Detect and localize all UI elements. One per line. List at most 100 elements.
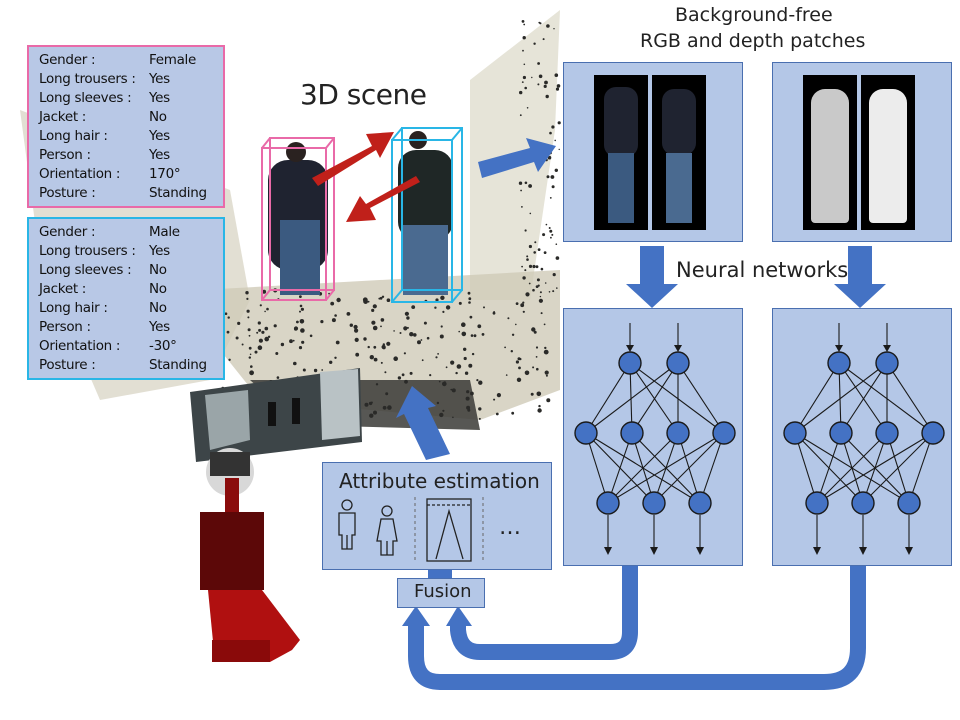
network-node	[921, 421, 945, 445]
attribute-icons	[338, 497, 484, 562]
network-node	[875, 351, 899, 375]
depth-patches-panel	[772, 62, 952, 242]
network-node	[827, 351, 851, 375]
more-attributes-ellipsis: …	[499, 515, 521, 540]
attribute-key: Gender :	[39, 52, 96, 68]
attribute-key: Posture :	[39, 357, 96, 373]
depth-network-graph	[783, 323, 945, 555]
neural-networks-label: Neural networks	[676, 258, 849, 282]
attribute-key: Person :	[39, 147, 91, 163]
attribute-estimation-title: Attribute estimation	[339, 469, 540, 493]
male-person-icon	[338, 499, 356, 550]
attribute-key: Long trousers :	[39, 243, 136, 259]
network-node	[688, 491, 712, 515]
fusion-box: Fusion	[397, 578, 485, 608]
female-person-icon	[376, 505, 398, 556]
arrow-attr-to-scene	[396, 386, 450, 460]
attribute-key: Jacket :	[39, 281, 87, 297]
trousers-icon	[426, 498, 472, 562]
scene-title: 3D scene	[300, 78, 427, 111]
attribute-row: Person : Yes	[39, 146, 219, 165]
attribute-value: Yes	[149, 243, 170, 259]
attribute-key: Jacket :	[39, 109, 87, 125]
attribute-value: -30°	[149, 338, 177, 354]
attribute-key: Long sleeves :	[39, 90, 132, 106]
depth-patch-1	[803, 75, 857, 230]
attribute-value: Yes	[149, 71, 170, 87]
return-loop-rgb	[450, 566, 638, 660]
network-node	[666, 421, 690, 445]
network-node	[712, 421, 736, 445]
attribute-row: Posture : Standing	[39, 184, 219, 203]
attribute-row: Orientation : -30°	[39, 337, 219, 356]
attribute-value: Yes	[149, 319, 170, 335]
attribute-row: Person : Yes	[39, 318, 219, 337]
rgb-network-panel	[563, 308, 743, 566]
arrow-depth-to-nn	[834, 246, 886, 308]
attribute-value: Standing	[149, 357, 207, 373]
rgb-patches-panel	[563, 62, 743, 242]
attribute-row: Orientation : 170°	[39, 165, 219, 184]
attribute-key: Orientation :	[39, 338, 121, 354]
attribute-row: Jacket : No	[39, 280, 219, 299]
network-node	[897, 491, 921, 515]
network-node	[666, 351, 690, 375]
attribute-key: Gender :	[39, 224, 96, 240]
attribute-row: Long trousers : Yes	[39, 70, 219, 89]
attribute-value: No	[149, 262, 167, 278]
attribute-key: Orientation :	[39, 166, 121, 182]
orientation-arrow-male	[346, 176, 420, 222]
arrow-rgb-to-nn	[626, 246, 678, 308]
rgb-network-graph	[574, 323, 736, 555]
network-node	[596, 491, 620, 515]
attribute-estimation-box: Attribute estimation …	[322, 462, 552, 570]
attribute-value: Yes	[149, 147, 170, 163]
person-female-figure	[268, 142, 328, 295]
network-node	[642, 491, 666, 515]
attribute-value: Female	[149, 52, 197, 68]
attribute-row: Long hair : No	[39, 299, 219, 318]
patches-title-line2: RGB and depth patches	[640, 30, 866, 52]
attribute-row: Long sleeves : Yes	[39, 89, 219, 108]
attribute-key: Long hair :	[39, 300, 108, 316]
attribute-row: Gender : Female	[39, 51, 219, 70]
patches-title-line1: Background-free	[675, 4, 833, 26]
attribute-value: Yes	[149, 128, 170, 144]
attribute-row: Long trousers : Yes	[39, 242, 219, 261]
attribute-value: No	[149, 109, 167, 125]
network-node	[620, 421, 644, 445]
attribute-value: No	[149, 300, 167, 316]
attribute-key: Person :	[39, 319, 91, 335]
network-node	[875, 421, 899, 445]
attribute-row: Posture : Standing	[39, 356, 219, 375]
attribute-row: Jacket : No	[39, 108, 219, 127]
fusion-label: Fusion	[414, 581, 472, 602]
male-bounding-box	[391, 127, 463, 303]
network-node	[574, 421, 598, 445]
network-node	[783, 421, 807, 445]
camera-view-image	[190, 368, 362, 462]
orientation-arrow-female	[312, 132, 394, 186]
female-bounding-box	[261, 137, 335, 301]
attribute-value: No	[149, 281, 167, 297]
attribute-key: Posture :	[39, 185, 96, 201]
arrow-to-patches	[478, 138, 556, 178]
network-node	[618, 351, 642, 375]
attribute-row: Long sleeves : No	[39, 261, 219, 280]
robot-figure	[200, 448, 300, 662]
attribute-key: Long sleeves :	[39, 262, 132, 278]
network-node	[851, 491, 875, 515]
network-node	[805, 491, 829, 515]
attribute-value: Standing	[149, 185, 207, 201]
attribute-row: Gender : Male	[39, 223, 219, 242]
attributes-female: Gender : Female Long trousers : Yes Long sle…	[27, 45, 225, 208]
attribute-value: 170°	[149, 166, 181, 182]
attribute-value: Male	[149, 224, 180, 240]
network-node	[829, 421, 853, 445]
depth-network-panel	[772, 308, 952, 566]
attributes-male: Gender : Male Long trousers : Yes Long sleev…	[27, 217, 225, 380]
attribute-key: Long trousers :	[39, 71, 136, 87]
rgb-patch-2	[652, 75, 706, 230]
rgb-patch-1	[594, 75, 648, 230]
attribute-value: Yes	[149, 90, 170, 106]
